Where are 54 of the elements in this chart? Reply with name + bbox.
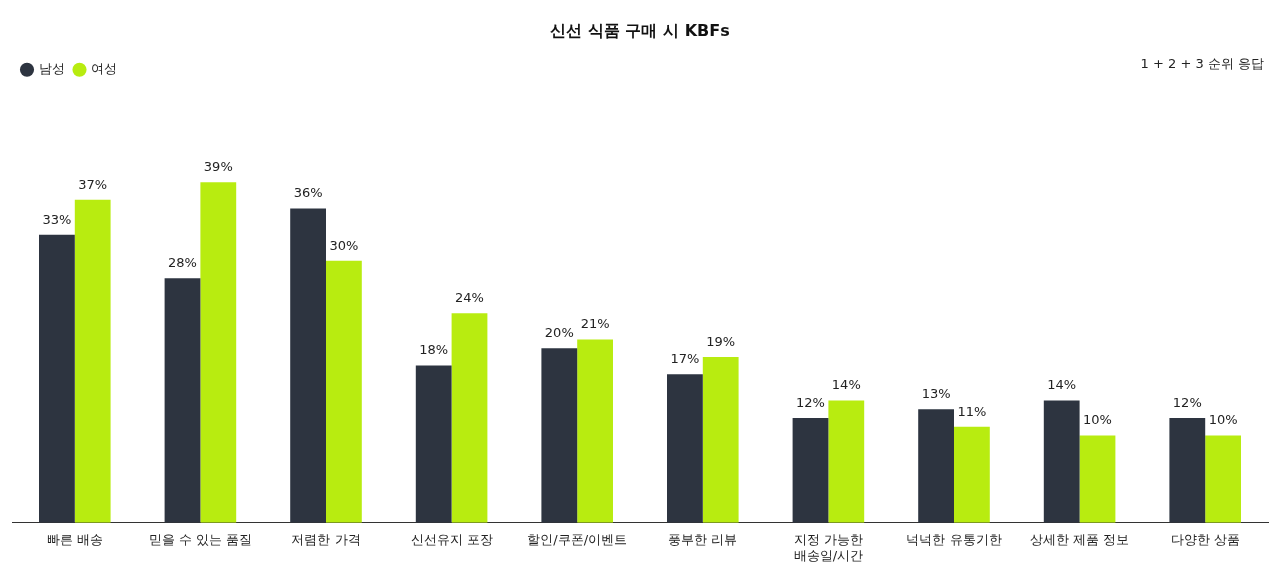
data-label: 21% bbox=[580, 316, 610, 332]
data-label: 36% bbox=[293, 185, 323, 201]
bar bbox=[667, 374, 703, 523]
x-tick-label: 저렴한 가격 bbox=[291, 531, 361, 547]
x-tick-label: 넉넉한 유통기한 bbox=[906, 531, 1002, 547]
data-label: 24% bbox=[455, 290, 484, 306]
data-label: 12% bbox=[1172, 394, 1202, 410]
x-tick-label: 풍부한 리뷰 bbox=[668, 531, 738, 547]
x-tick-label: 다양한 상품 bbox=[1170, 531, 1240, 547]
data-label: 14% bbox=[1047, 377, 1077, 393]
data-label: 17% bbox=[670, 351, 700, 367]
data-label: 11% bbox=[957, 403, 987, 419]
x-tick-label: 지정 가능한 배송일/시간 bbox=[793, 531, 864, 563]
legend-label: 남성 bbox=[38, 61, 65, 77]
legend-label: 여성 bbox=[91, 61, 117, 77]
x-tick-label: 상세한 제품 정보 bbox=[1029, 531, 1130, 547]
data-label: 20% bbox=[544, 325, 574, 341]
bar bbox=[164, 278, 201, 523]
bar bbox=[954, 426, 990, 523]
chart-title: 신선 식품 구매 시 KBFs bbox=[550, 20, 730, 40]
bar bbox=[577, 339, 613, 523]
data-label: 12% bbox=[796, 394, 825, 410]
data-label: 13% bbox=[921, 386, 951, 402]
data-label: 33% bbox=[42, 211, 72, 227]
data-label: 14% bbox=[831, 377, 861, 393]
data-label: 37% bbox=[78, 176, 108, 192]
bar bbox=[415, 365, 452, 523]
bar bbox=[326, 260, 362, 523]
bar bbox=[1043, 400, 1080, 523]
bar bbox=[792, 418, 829, 523]
bar bbox=[451, 313, 488, 523]
bar bbox=[290, 208, 326, 523]
x-tick-label: 신선유지 포장 bbox=[410, 531, 493, 547]
bar bbox=[918, 409, 954, 523]
bar bbox=[1079, 435, 1116, 523]
data-label: 28% bbox=[168, 255, 197, 271]
bar bbox=[1205, 435, 1241, 523]
x-tick-label: 빠른 배송 bbox=[46, 531, 103, 547]
bar bbox=[74, 199, 111, 523]
data-label: 18% bbox=[419, 342, 449, 358]
x-tick-label: 할인/쿠폰/이벤트 bbox=[527, 531, 628, 547]
data-label: 39% bbox=[203, 159, 233, 175]
data-label: 10% bbox=[1083, 412, 1112, 428]
bar bbox=[1169, 418, 1206, 523]
data-label: 30% bbox=[329, 237, 359, 253]
data-label: 10% bbox=[1208, 412, 1238, 428]
bar bbox=[541, 348, 578, 523]
data-label: 19% bbox=[706, 333, 736, 349]
bar bbox=[39, 234, 75, 523]
bar bbox=[200, 182, 237, 523]
text: 1 + 2 + 3 순위 응답 bbox=[1140, 55, 1264, 71]
x-tick-label: 믿을 수 있는 품질 bbox=[148, 531, 253, 547]
bar bbox=[828, 400, 865, 523]
bar bbox=[702, 356, 739, 523]
